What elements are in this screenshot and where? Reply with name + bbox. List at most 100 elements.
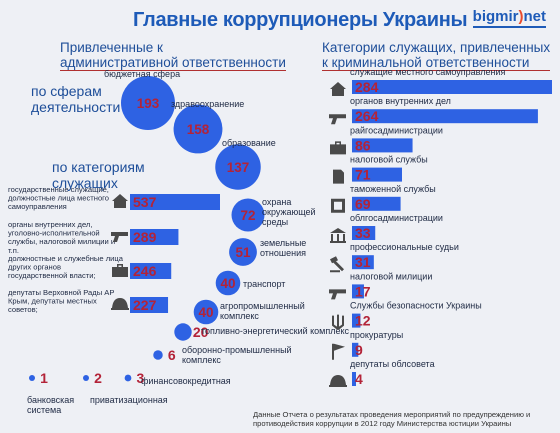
crim-bar-value-4: 71 xyxy=(355,167,371,183)
admin-bar-4 xyxy=(130,297,169,313)
bubble-value-11: 2 xyxy=(94,370,102,386)
bubble-value-6: 40 xyxy=(220,276,235,291)
bubble-12 xyxy=(29,375,35,381)
brand-dot: ) xyxy=(518,8,524,25)
crim-pistol-8-icon xyxy=(329,289,346,300)
crim-bar-8 xyxy=(352,284,364,299)
bubble-value-5: 51 xyxy=(235,245,251,260)
criminal-title-line-2: к криминальной ответственности xyxy=(322,55,551,71)
brand-logo[interactable]: bigmir)net xyxy=(472,8,546,28)
spheres-title: по сферам деятельности xyxy=(31,83,120,115)
admin-briefcase-3-icon xyxy=(112,264,128,277)
crim-bar-value-8: 17 xyxy=(355,283,371,299)
bubble-7 xyxy=(193,299,219,325)
bubble-label-4: охрана окружающей среды xyxy=(262,197,316,227)
crim-document-4-icon xyxy=(333,169,344,184)
admin-house-1-icon-shape xyxy=(112,194,128,208)
crim-bar-1 xyxy=(352,80,552,94)
crim-cat-label-10: прокуратуры xyxy=(350,330,403,340)
bubble-2 xyxy=(173,104,223,154)
crim-gavel-7-icon xyxy=(330,256,344,273)
crim-document-4-icon-shape xyxy=(333,169,344,184)
admin-bar-1 xyxy=(130,194,220,210)
crim-bell-11-icon-shape xyxy=(329,375,347,387)
brand-name: bigmir xyxy=(472,8,519,25)
categories-title: по категориям служащих xyxy=(52,159,145,191)
crim-flag-10-icon-shape xyxy=(332,343,345,360)
admin-briefcase-3-icon-shape xyxy=(112,264,128,277)
crim-bar-5 xyxy=(352,196,401,211)
bubble-value-4: 72 xyxy=(240,208,255,223)
crim-bar-4 xyxy=(352,167,402,182)
crim-bar-9 xyxy=(352,313,361,328)
bubble-value-7: 40 xyxy=(198,305,213,320)
bubble-label-10: финансовокредитная xyxy=(141,376,231,386)
crim-pistol-8-icon-shape xyxy=(329,289,346,300)
bubble-9 xyxy=(153,350,163,360)
bubble-3 xyxy=(215,144,261,190)
admin-bar-value-2: 289 xyxy=(133,229,157,245)
admin-title-line-2: административной ответственности xyxy=(60,55,286,71)
source-footnote: Данные Отчета о результатах проведения м… xyxy=(253,410,531,428)
crim-house-1-icon-shape xyxy=(330,82,346,96)
admin-cat-label-4: депутаты Верховной Рады АР Крым, депутаты… xyxy=(8,288,114,314)
crim-cat-label-8: налоговой милиции xyxy=(350,271,432,281)
crim-bar-value-3: 86 xyxy=(355,137,371,153)
crim-building-6-icon-shape xyxy=(330,228,346,243)
crim-cat-label-11: депутаты облсовета xyxy=(350,359,435,369)
crim-briefcase-3-icon-shape xyxy=(330,141,346,155)
crim-pistol-2-icon-shape xyxy=(329,114,346,125)
bubble-8 xyxy=(174,323,192,341)
admin-bar-value-4: 227 xyxy=(133,297,157,313)
crim-customs-5-icon-shape xyxy=(331,198,345,213)
bubble-label-12: банковская система xyxy=(27,395,74,415)
crim-bar-value-10: 9 xyxy=(355,342,363,358)
crim-bar-2 xyxy=(352,109,538,124)
categories-title-line-2: служащих xyxy=(52,175,118,191)
admin-pistol-2-icon-shape xyxy=(111,232,128,242)
bubble-value-2: 158 xyxy=(187,122,210,137)
admin-bell-4-icon-shape xyxy=(111,298,129,310)
crim-trident-9-icon xyxy=(332,314,344,330)
bubble-5 xyxy=(229,238,257,266)
bubble-label-7: агропромышленный комплекс xyxy=(220,301,305,321)
bubble-1 xyxy=(121,76,175,130)
crim-cat-label-3: райгосадминистрации xyxy=(350,125,443,135)
crim-house-1-icon xyxy=(330,82,346,96)
crim-gavel-7-icon-shape xyxy=(330,256,344,273)
crim-bar-11 xyxy=(352,372,356,386)
bubble-10 xyxy=(124,374,132,382)
bubble-value-1: 193 xyxy=(137,96,160,111)
bubble-label-5: земельные отношения xyxy=(260,238,306,258)
crim-cat-label-6: облгосадминистрации xyxy=(350,213,443,223)
criminal-title-line-1: Категории служащих, привлеченных xyxy=(322,40,551,55)
crim-bar-value-11: 4 xyxy=(355,371,363,387)
crim-bar-7 xyxy=(352,255,374,270)
bubble-label-9: оборонно-промышленный комплекс xyxy=(182,345,292,365)
admin-title-line-1: Привлеченные к xyxy=(60,40,163,55)
spheres-title-line-1: по сферам xyxy=(31,83,102,99)
spheres-title-line-2: деятельности xyxy=(31,99,121,115)
bubble-label-8: топливно-энергетический комплекс xyxy=(201,326,350,336)
crim-bar-3 xyxy=(352,138,413,153)
crim-cat-label-4: налоговой службы xyxy=(350,155,428,165)
bubble-value-3: 137 xyxy=(227,160,250,175)
crim-cat-label-7: профессиональные судьи xyxy=(350,242,459,252)
bubble-label-11: приватизационная xyxy=(90,395,168,405)
bubble-label-3: образование xyxy=(222,138,276,148)
bubble-value-8: 20 xyxy=(193,324,209,340)
bubble-4 xyxy=(231,198,265,232)
admin-cat-label-3: должностные и служебные лица других орган… xyxy=(8,254,124,280)
crim-bar-6 xyxy=(352,226,376,240)
categories-title-line-1: по категориям xyxy=(52,159,145,175)
bubble-11 xyxy=(83,375,89,381)
admin-pistol-2-icon xyxy=(111,232,128,242)
crim-bar-value-9: 12 xyxy=(355,313,371,329)
crim-bar-value-2: 264 xyxy=(355,108,379,124)
bubble-value-12: 1 xyxy=(40,370,48,386)
admin-cat-label-1: государственные служащие, должностные лиц… xyxy=(8,185,109,211)
bubble-6 xyxy=(215,270,241,296)
admin-house-1-icon xyxy=(112,194,128,208)
crim-building-6-icon xyxy=(330,228,346,243)
